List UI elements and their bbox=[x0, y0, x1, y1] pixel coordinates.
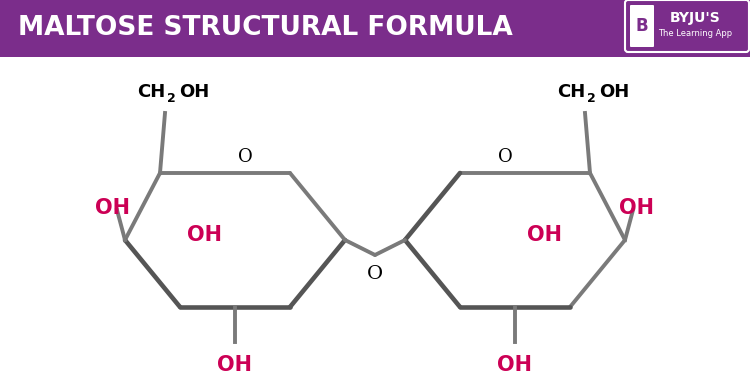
Text: OH: OH bbox=[95, 198, 130, 218]
FancyBboxPatch shape bbox=[630, 5, 654, 47]
Text: OH: OH bbox=[217, 355, 253, 375]
Text: O: O bbox=[238, 148, 252, 166]
Text: CH: CH bbox=[556, 83, 585, 101]
Text: CH: CH bbox=[136, 83, 165, 101]
Text: OH: OH bbox=[527, 225, 562, 245]
Text: OH: OH bbox=[620, 198, 655, 218]
Text: OH: OH bbox=[188, 225, 223, 245]
Text: OH: OH bbox=[599, 83, 629, 101]
Text: B: B bbox=[636, 17, 648, 35]
FancyBboxPatch shape bbox=[0, 0, 750, 57]
Text: OH: OH bbox=[179, 83, 209, 101]
FancyBboxPatch shape bbox=[625, 0, 749, 52]
Text: BYJU'S: BYJU'S bbox=[670, 11, 720, 25]
Text: O: O bbox=[498, 148, 512, 166]
Text: 2: 2 bbox=[167, 92, 176, 105]
Text: MALTOSE STRUCTURAL FORMULA: MALTOSE STRUCTURAL FORMULA bbox=[18, 15, 513, 41]
Text: 2: 2 bbox=[587, 92, 596, 105]
Text: OH: OH bbox=[497, 355, 532, 375]
Text: O: O bbox=[367, 265, 383, 283]
Text: The Learning App: The Learning App bbox=[658, 29, 732, 38]
